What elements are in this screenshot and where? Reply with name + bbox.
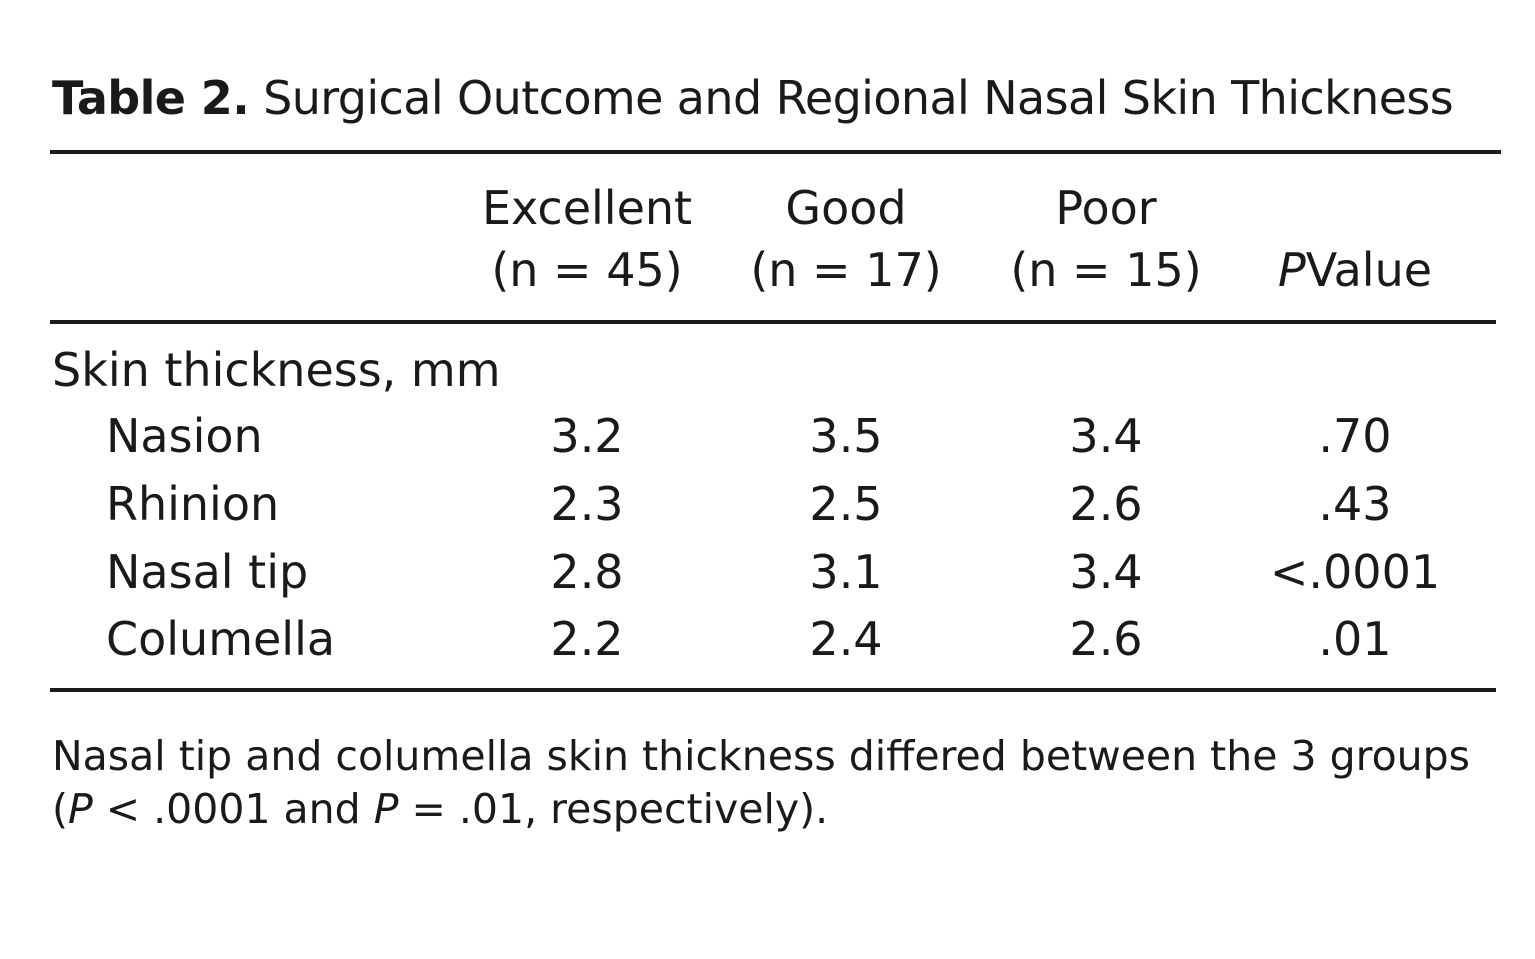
header-rule: [50, 320, 1496, 324]
table-cell: 3.4: [1069, 409, 1143, 463]
column-n-excellent: (n = 45): [491, 243, 683, 297]
row-label-nasal-tip: Nasal tip: [106, 545, 309, 599]
footnote-p-symbol: P: [68, 785, 93, 833]
column-header-pvalue: PValue: [1215, 240, 1495, 300]
footnote-open-paren: (: [52, 785, 68, 833]
table-title-text: Surgical Outcome and Regional Nasal Skin…: [263, 71, 1454, 125]
table-cell: 3.5: [809, 409, 883, 463]
table-cell: 2.8: [550, 545, 624, 599]
table-cell: 2.5: [809, 477, 883, 531]
pvalue-cell: .70: [1318, 409, 1392, 463]
table-label: Table 2.: [52, 71, 250, 125]
table-cell: 2.6: [1069, 477, 1143, 531]
pvalue-header-p: P: [1277, 243, 1306, 297]
footnote-line-1: Nasal tip and columella skin thickness d…: [52, 732, 1471, 780]
bottom-rule: [50, 688, 1496, 692]
row-label-nasion: Nasion: [106, 409, 263, 463]
table-title: Table 2. Surgical Outcome and Regional N…: [52, 68, 1454, 128]
pvalue-cell: <.0001: [1269, 545, 1441, 599]
table-cell: 2.4: [809, 612, 883, 666]
column-header-excellent: Excellent: [481, 181, 693, 235]
column-header-poor: Poor: [1055, 181, 1157, 235]
row-label-columella: Columella: [106, 612, 336, 666]
top-rule: [50, 150, 1501, 154]
pvalue-header-rest: Value: [1305, 243, 1433, 297]
table-cell: 3.1: [809, 545, 883, 599]
pvalue-cell: .43: [1318, 477, 1392, 531]
table-cell: 2.6: [1069, 612, 1143, 666]
column-n-good: (n = 17): [750, 243, 942, 297]
column-header-good: Good: [785, 181, 907, 235]
table-footnote: Nasal tip and columella skin thickness d…: [52, 730, 1472, 836]
column-n-poor: (n = 15): [1010, 243, 1202, 297]
row-label-rhinion: Rhinion: [106, 477, 280, 531]
table-cell: 3.4: [1069, 545, 1143, 599]
table-cell: 2.3: [550, 477, 624, 531]
footnote-p-symbol: P: [373, 785, 399, 833]
table-cell: 2.2: [550, 612, 624, 666]
section-label: Skin thickness, mm: [52, 343, 501, 397]
footnote-part-1: < .0001 and: [92, 785, 374, 833]
pvalue-cell: .01: [1318, 612, 1392, 666]
footnote-part-2: = .01, respectively).: [398, 785, 829, 833]
table-cell: 3.2: [550, 409, 624, 463]
